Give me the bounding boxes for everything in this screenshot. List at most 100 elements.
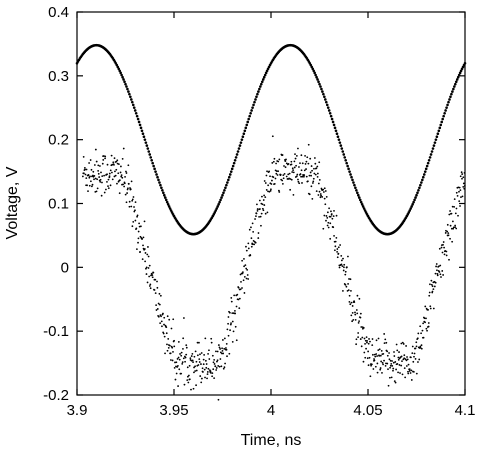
data-point [231, 320, 234, 323]
data-point [117, 163, 120, 166]
data-point [211, 372, 214, 375]
data-point [400, 342, 403, 345]
data-point [142, 236, 145, 239]
data-point [127, 164, 130, 167]
data-point [341, 150, 345, 153]
data-point [217, 365, 220, 367]
data-point [388, 352, 390, 354]
data-point [378, 348, 381, 351]
data-point [211, 354, 214, 357]
data-point [458, 190, 460, 193]
data-point [138, 222, 141, 225]
data-point [159, 294, 162, 297]
data-point [229, 170, 233, 173]
data-point [421, 329, 424, 332]
data-point [206, 373, 209, 376]
data-point [319, 85, 322, 88]
data-point [398, 351, 400, 353]
data-point [150, 274, 152, 277]
data-point [96, 178, 99, 181]
data-point [151, 161, 154, 165]
data-point [319, 196, 322, 199]
data-point [423, 317, 426, 320]
data-point [191, 359, 194, 362]
x-tick-label: 4 [267, 402, 275, 419]
data-point [317, 80, 320, 84]
data-point [116, 182, 118, 185]
data-point [91, 183, 94, 186]
data-point [270, 188, 272, 191]
data-point [117, 172, 120, 175]
data-point [422, 173, 426, 176]
data-point [263, 180, 266, 182]
data-point [163, 196, 167, 199]
data-point [344, 273, 347, 276]
data-point [381, 371, 383, 374]
data-point [290, 163, 293, 166]
data-point [246, 274, 249, 276]
data-point [196, 354, 199, 357]
data-point [406, 358, 409, 361]
data-point [100, 171, 102, 174]
data-point [241, 272, 244, 275]
data-point [306, 156, 309, 159]
y-axis-ticks: -0.2 -0.1 0 0.1 0.2 0.3 0.4 [43, 4, 465, 404]
data-point [173, 345, 176, 348]
data-point [168, 318, 171, 321]
data-point [125, 85, 128, 88]
data-point [337, 252, 340, 255]
data-point [132, 196, 135, 198]
data-point [348, 278, 350, 280]
data-point [338, 141, 342, 144]
data-point [223, 337, 226, 340]
data-point [115, 168, 118, 171]
data-point [258, 87, 261, 91]
data-point [368, 356, 371, 359]
data-point [313, 71, 316, 75]
data-point [136, 215, 138, 218]
data-point [321, 90, 324, 93]
data-point [146, 253, 149, 256]
data-point [226, 355, 228, 358]
data-point [273, 157, 276, 160]
data-point [451, 205, 454, 208]
data-point [165, 200, 169, 204]
data-point [112, 161, 115, 164]
data-point [163, 323, 165, 326]
data-point [165, 326, 168, 329]
data-point [86, 184, 88, 187]
data-point [448, 258, 450, 261]
data-point [371, 353, 374, 356]
data-point [329, 237, 332, 240]
data-point [240, 138, 244, 141]
data-point [454, 80, 458, 84]
data-point [134, 209, 136, 212]
data-point [401, 341, 404, 344]
data-point [263, 194, 266, 197]
data-point [384, 364, 387, 367]
data-point [332, 226, 335, 229]
data-point [397, 358, 400, 361]
data-point [127, 187, 129, 190]
data-point [270, 183, 273, 185]
data-point [151, 276, 154, 279]
data-point [157, 315, 160, 318]
data-point [323, 214, 326, 217]
data-point [133, 109, 137, 112]
series-1 [75, 43, 467, 236]
data-point [264, 196, 267, 199]
data-point [360, 326, 363, 328]
data-point [136, 117, 140, 121]
data-point [320, 194, 322, 197]
data-point [290, 178, 293, 181]
data-point [382, 352, 385, 355]
data-point [443, 112, 446, 115]
data-point [147, 150, 151, 153]
data-point [153, 289, 156, 291]
data-point [84, 173, 87, 176]
data-point [206, 371, 209, 373]
data-point [298, 182, 301, 185]
data-point [196, 341, 199, 344]
data-point [449, 210, 451, 212]
data-point [325, 219, 327, 222]
